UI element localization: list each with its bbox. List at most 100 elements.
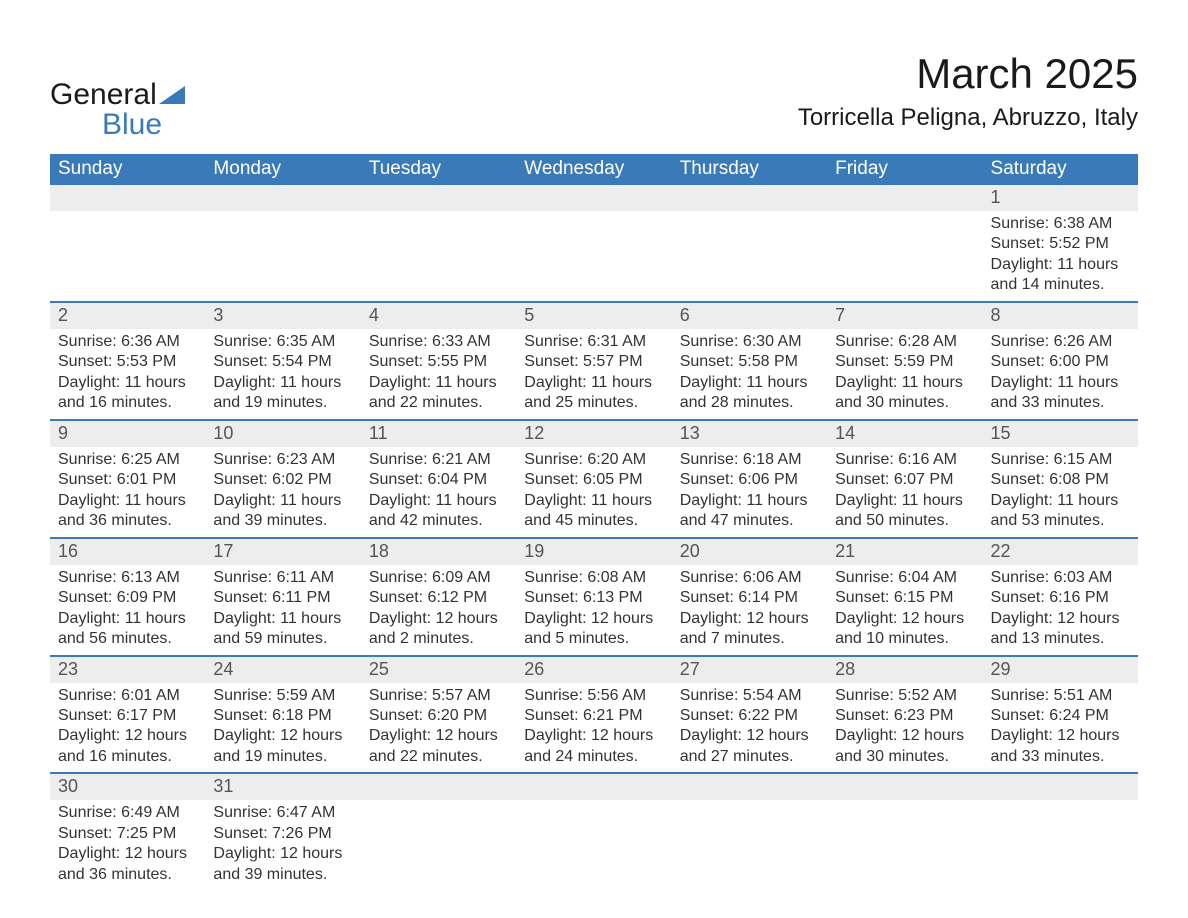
calendar-day-cell [361,185,516,302]
calendar-day-cell: 6Sunrise: 6:30 AMSunset: 5:58 PMDaylight… [672,302,827,420]
daylight-text-2: and 30 minutes. [835,393,974,413]
calendar-week-row: 16Sunrise: 6:13 AMSunset: 6:09 PMDayligh… [50,538,1138,656]
calendar-day-cell: 26Sunrise: 5:56 AMSunset: 6:21 PMDayligh… [516,656,671,774]
day-body: Sunrise: 5:57 AMSunset: 6:20 PMDaylight:… [361,683,516,773]
sunrise-text: Sunrise: 6:21 AM [369,450,508,470]
daylight-text-2: and 59 minutes. [213,629,352,649]
day-number: 23 [50,657,205,683]
logo: General Blue [50,80,185,140]
calendar-day-cell: 28Sunrise: 5:52 AMSunset: 6:23 PMDayligh… [827,656,982,774]
sunrise-text: Sunrise: 6:49 AM [58,803,197,823]
sunrise-text: Sunrise: 6:35 AM [213,332,352,352]
calendar-day-cell: 3Sunrise: 6:35 AMSunset: 5:54 PMDaylight… [205,302,360,420]
calendar-day-cell: 15Sunrise: 6:15 AMSunset: 6:08 PMDayligh… [983,420,1138,538]
sunrise-text: Sunrise: 6:18 AM [680,450,819,470]
day-number: 22 [983,539,1138,565]
day-number: 31 [205,774,360,800]
daylight-text-1: Daylight: 12 hours [369,726,508,746]
day-body: Sunrise: 6:03 AMSunset: 6:16 PMDaylight:… [983,565,1138,655]
day-number [205,185,360,211]
sunrise-text: Sunrise: 5:54 AM [680,686,819,706]
daylight-text-1: Daylight: 11 hours [58,491,197,511]
calendar-day-cell: 13Sunrise: 6:18 AMSunset: 6:06 PMDayligh… [672,420,827,538]
daylight-text-1: Daylight: 12 hours [58,726,197,746]
day-number [361,185,516,211]
day-body [827,211,982,291]
sunset-text: Sunset: 6:05 PM [524,470,663,490]
daylight-text-2: and 28 minutes. [680,393,819,413]
daylight-text-2: and 19 minutes. [213,393,352,413]
calendar-day-cell [361,773,516,890]
calendar-day-cell [672,773,827,890]
calendar-day-cell: 31Sunrise: 6:47 AMSunset: 7:26 PMDayligh… [205,773,360,890]
sunrise-text: Sunrise: 6:33 AM [369,332,508,352]
daylight-text-1: Daylight: 11 hours [991,373,1130,393]
day-body: Sunrise: 6:36 AMSunset: 5:53 PMDaylight:… [50,329,205,419]
sunrise-text: Sunrise: 6:47 AM [213,803,352,823]
calendar-day-cell: 1Sunrise: 6:38 AMSunset: 5:52 PMDaylight… [983,185,1138,302]
day-body [983,800,1138,880]
sunset-text: Sunset: 6:12 PM [369,588,508,608]
sunrise-text: Sunrise: 6:30 AM [680,332,819,352]
daylight-text-1: Daylight: 11 hours [991,491,1130,511]
daylight-text-1: Daylight: 11 hours [680,491,819,511]
calendar-day-cell: 16Sunrise: 6:13 AMSunset: 6:09 PMDayligh… [50,538,205,656]
daylight-text-2: and 24 minutes. [524,747,663,767]
weekday-header: Tuesday [361,154,516,185]
calendar-day-cell: 5Sunrise: 6:31 AMSunset: 5:57 PMDaylight… [516,302,671,420]
sunset-text: Sunset: 6:15 PM [835,588,974,608]
daylight-text-2: and 25 minutes. [524,393,663,413]
calendar-day-cell [205,185,360,302]
header: General Blue March 2025 Torricella Pelig… [50,50,1138,140]
sunset-text: Sunset: 5:55 PM [369,352,508,372]
day-number: 21 [827,539,982,565]
calendar-table: SundayMondayTuesdayWednesdayThursdayFrid… [50,154,1138,890]
calendar-day-cell: 20Sunrise: 6:06 AMSunset: 6:14 PMDayligh… [672,538,827,656]
day-number: 12 [516,421,671,447]
weekday-header: Sunday [50,154,205,185]
sunset-text: Sunset: 6:14 PM [680,588,819,608]
sunset-text: Sunset: 6:02 PM [213,470,352,490]
day-body: Sunrise: 5:54 AMSunset: 6:22 PMDaylight:… [672,683,827,773]
day-number: 4 [361,303,516,329]
sunrise-text: Sunrise: 6:01 AM [58,686,197,706]
daylight-text-1: Daylight: 11 hours [58,373,197,393]
day-number: 2 [50,303,205,329]
sunset-text: Sunset: 6:13 PM [524,588,663,608]
day-body: Sunrise: 6:35 AMSunset: 5:54 PMDaylight:… [205,329,360,419]
day-body: Sunrise: 5:51 AMSunset: 6:24 PMDaylight:… [983,683,1138,773]
calendar-day-cell [672,185,827,302]
day-number: 1 [983,185,1138,211]
daylight-text-1: Daylight: 12 hours [58,844,197,864]
calendar-day-cell: 14Sunrise: 6:16 AMSunset: 6:07 PMDayligh… [827,420,982,538]
day-number: 18 [361,539,516,565]
title-block: March 2025 Torricella Peligna, Abruzzo, … [798,50,1138,132]
sunset-text: Sunset: 7:25 PM [58,824,197,844]
day-body [361,800,516,880]
daylight-text-2: and 5 minutes. [524,629,663,649]
daylight-text-1: Daylight: 12 hours [991,726,1130,746]
daylight-text-2: and 13 minutes. [991,629,1130,649]
calendar-week-row: 2Sunrise: 6:36 AMSunset: 5:53 PMDaylight… [50,302,1138,420]
daylight-text-1: Daylight: 12 hours [213,726,352,746]
sunrise-text: Sunrise: 6:28 AM [835,332,974,352]
calendar-day-cell: 8Sunrise: 6:26 AMSunset: 6:00 PMDaylight… [983,302,1138,420]
daylight-text-2: and 47 minutes. [680,511,819,531]
sunrise-text: Sunrise: 6:09 AM [369,568,508,588]
daylight-text-2: and 39 minutes. [213,511,352,531]
daylight-text-1: Daylight: 11 hours [991,255,1130,275]
daylight-text-2: and 19 minutes. [213,747,352,767]
sunset-text: Sunset: 6:17 PM [58,706,197,726]
sunrise-text: Sunrise: 6:13 AM [58,568,197,588]
day-body [516,211,671,291]
sunset-text: Sunset: 6:00 PM [991,352,1130,372]
day-body: Sunrise: 6:15 AMSunset: 6:08 PMDaylight:… [983,447,1138,537]
sunset-text: Sunset: 7:26 PM [213,824,352,844]
daylight-text-2: and 50 minutes. [835,511,974,531]
daylight-text-1: Daylight: 12 hours [835,609,974,629]
sunrise-text: Sunrise: 6:31 AM [524,332,663,352]
calendar-day-cell: 29Sunrise: 5:51 AMSunset: 6:24 PMDayligh… [983,656,1138,774]
weekday-header: Thursday [672,154,827,185]
sunrise-text: Sunrise: 6:06 AM [680,568,819,588]
calendar-day-cell [827,185,982,302]
